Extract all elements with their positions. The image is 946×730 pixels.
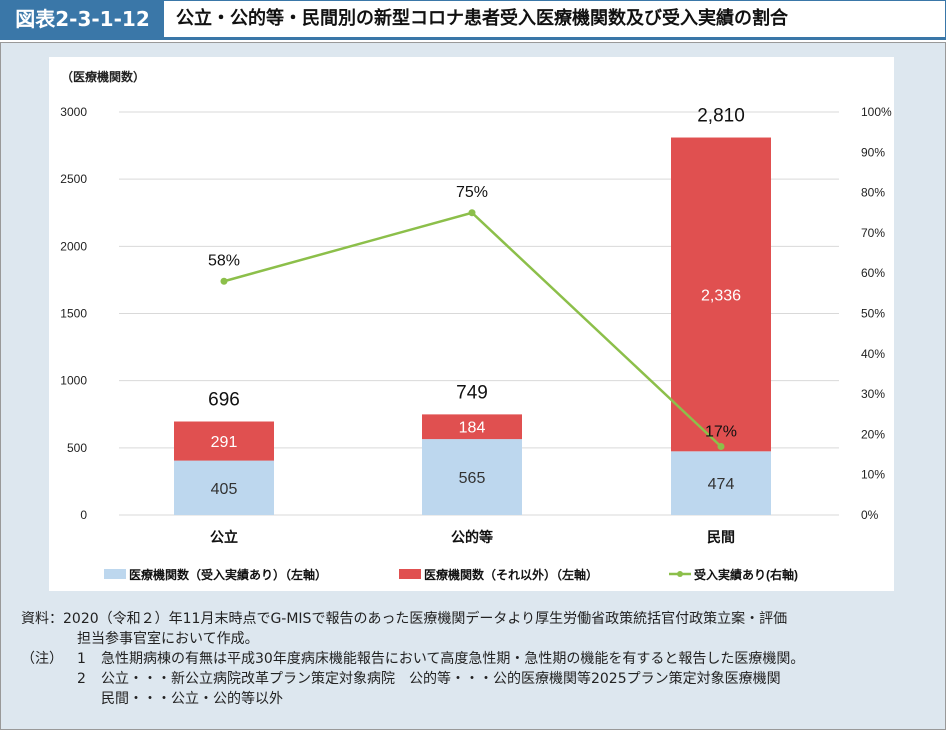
source-text-2: 担当参事官室において作成。 (77, 631, 259, 647)
line-data-label: 58% (208, 252, 240, 269)
bar-segment (174, 421, 274, 461)
y2-tick-label: 40% (861, 347, 885, 361)
y2-tick-label: 80% (861, 186, 885, 200)
y-tick-label: 500 (67, 441, 87, 455)
bar-data-label: 565 (459, 470, 486, 487)
legend-label: 医療機関数（それ以外）（左軸） (424, 567, 598, 582)
bar-data-label: 291 (211, 434, 238, 451)
line-point (468, 209, 476, 217)
legend-label: 受入実績あり(右軸) (694, 567, 798, 582)
y2-tick-label: 10% (861, 468, 885, 482)
bar-segment (174, 460, 274, 515)
line-data-label: 75% (456, 184, 488, 201)
note-1: 急性期病棟の有無は平成30年度病床機能報告において高度急性期・急性期の機能を有す… (101, 651, 805, 667)
figure-number: 図表2-3-1-12 (1, 1, 164, 37)
line-data-label: 17% (705, 423, 737, 440)
total-label: 2,810 (697, 106, 745, 127)
legend-marker (677, 571, 683, 577)
bar-segment (422, 414, 522, 440)
bar-segment (671, 137, 771, 452)
legend-swatch (399, 569, 421, 579)
y-axis-title: （医療機関数） (61, 69, 145, 84)
note-2: 公立・・・新公立病院改革プラン策定対象病院 公的等・・・公的医療機関等2025プ… (101, 671, 781, 687)
total-label: 696 (208, 390, 240, 411)
y-tick-label: 2000 (60, 239, 87, 253)
y-tick-label: 2500 (60, 172, 87, 186)
figure-header: 図表2-3-1-12 公立・公的等・民間別の新型コロナ患者受入医療機関数及び受入… (0, 0, 946, 40)
figure-panel: （医療機関数） 0 500 1000 1500 2000 2500 3000 0% 10% 20% 3… (0, 42, 946, 730)
note-2-number: 2 (77, 671, 86, 687)
category-label: 公的等 (451, 529, 493, 545)
bar-data-label: 474 (708, 476, 735, 493)
y2-tick-label: 90% (861, 145, 885, 159)
category-label: 民間 (707, 529, 735, 545)
y2-tick-label: 50% (861, 307, 885, 321)
note-1-number: 1 (77, 651, 86, 667)
y2-tick-label: 100% (861, 105, 892, 119)
y-tick-label: 1500 (60, 307, 87, 321)
bar-segment (422, 439, 522, 515)
category-label: 公立 (210, 529, 238, 545)
line-point (220, 277, 228, 285)
chart-area: （医療機関数） 0 500 1000 1500 2000 2500 3000 0% 10% 20% 3… (49, 57, 894, 591)
bar-data-label: 405 (211, 481, 238, 498)
source-label: 資料： (21, 611, 63, 627)
y-tick-label: 3000 (60, 105, 87, 119)
note-label: （注） (21, 651, 63, 667)
y-tick-label: 0 (80, 508, 87, 522)
note-2-line2: 民間・・・公立・公的等以外 (101, 691, 283, 707)
bar-data-label: 2,336 (701, 287, 741, 304)
line-point (717, 442, 725, 450)
y2-tick-label: 0% (861, 508, 879, 522)
y2-tick-label: 30% (861, 387, 885, 401)
y2-tick-label: 20% (861, 427, 885, 441)
bar-segment (671, 451, 771, 515)
line-series (223, 211, 722, 448)
chart-svg: （医療機関数） 0 500 1000 1500 2000 2500 3000 0% 10% 20% 3… (60, 69, 892, 582)
bar-data-label: 184 (459, 420, 486, 437)
total-label: 749 (456, 382, 488, 403)
notes: 資料：2020（令和２）年11月末時点でG-MISで報告のあった医療機関データよ… (21, 609, 804, 709)
legend-label: 医療機関数（受入実績あり）（左軸） (129, 567, 327, 582)
y2-tick-label: 70% (861, 226, 885, 240)
legend-swatch (104, 569, 126, 579)
y2-tick-label: 60% (861, 266, 885, 280)
figure-title: 公立・公的等・民間別の新型コロナ患者受入医療機関数及び受入実績の割合 (176, 8, 788, 29)
source-text: 2020（令和２）年11月末時点でG-MISで報告のあった医療機関データより厚生… (63, 611, 788, 627)
y-tick-label: 1000 (60, 374, 87, 388)
